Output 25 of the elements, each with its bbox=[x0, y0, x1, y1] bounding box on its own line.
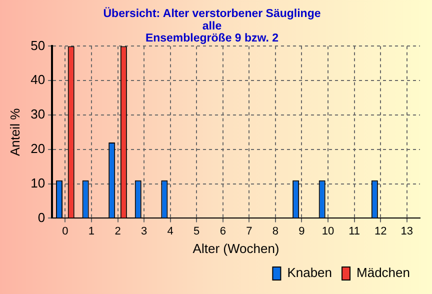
y-tick-label: 50 bbox=[30, 38, 46, 53]
chart-title: Übersicht: Alter verstorbener Säuglinge alle Ensemblegröße 9 bzw. 2 bbox=[103, 7, 321, 44]
legend-label: Knaben bbox=[287, 265, 332, 280]
x-tick-label: 5 bbox=[194, 226, 200, 238]
y-tick-label: 20 bbox=[30, 140, 46, 156]
y-tick-label: 10 bbox=[30, 175, 46, 190]
x-tick-label: 3 bbox=[140, 226, 148, 238]
x-tick-label: 2 bbox=[114, 226, 121, 238]
legend-label: Mädchen bbox=[356, 265, 410, 280]
y-tick-label: 30 bbox=[30, 106, 46, 122]
x-tick-label: 13 bbox=[400, 226, 413, 238]
x-tick-label: 4 bbox=[167, 226, 174, 238]
x-tick-label: 8 bbox=[272, 226, 279, 238]
x-tick-label: 1 bbox=[88, 226, 95, 238]
y-tick-label: 40 bbox=[30, 72, 46, 88]
y-tick-label: 0 bbox=[38, 210, 46, 225]
y-axis-title: Anteil % bbox=[7, 108, 22, 156]
x-tick-label: 11 bbox=[348, 226, 360, 238]
x-tick-label: 7 bbox=[246, 226, 252, 238]
x-tick-label: 9 bbox=[298, 226, 305, 238]
x-tick-label: 10 bbox=[322, 226, 334, 238]
x-axis-title: Alter (Wochen) bbox=[192, 240, 280, 256]
x-tick-label: 6 bbox=[220, 226, 226, 238]
x-tick-label: 0 bbox=[62, 226, 68, 238]
x-tick-label: 12 bbox=[374, 226, 387, 238]
